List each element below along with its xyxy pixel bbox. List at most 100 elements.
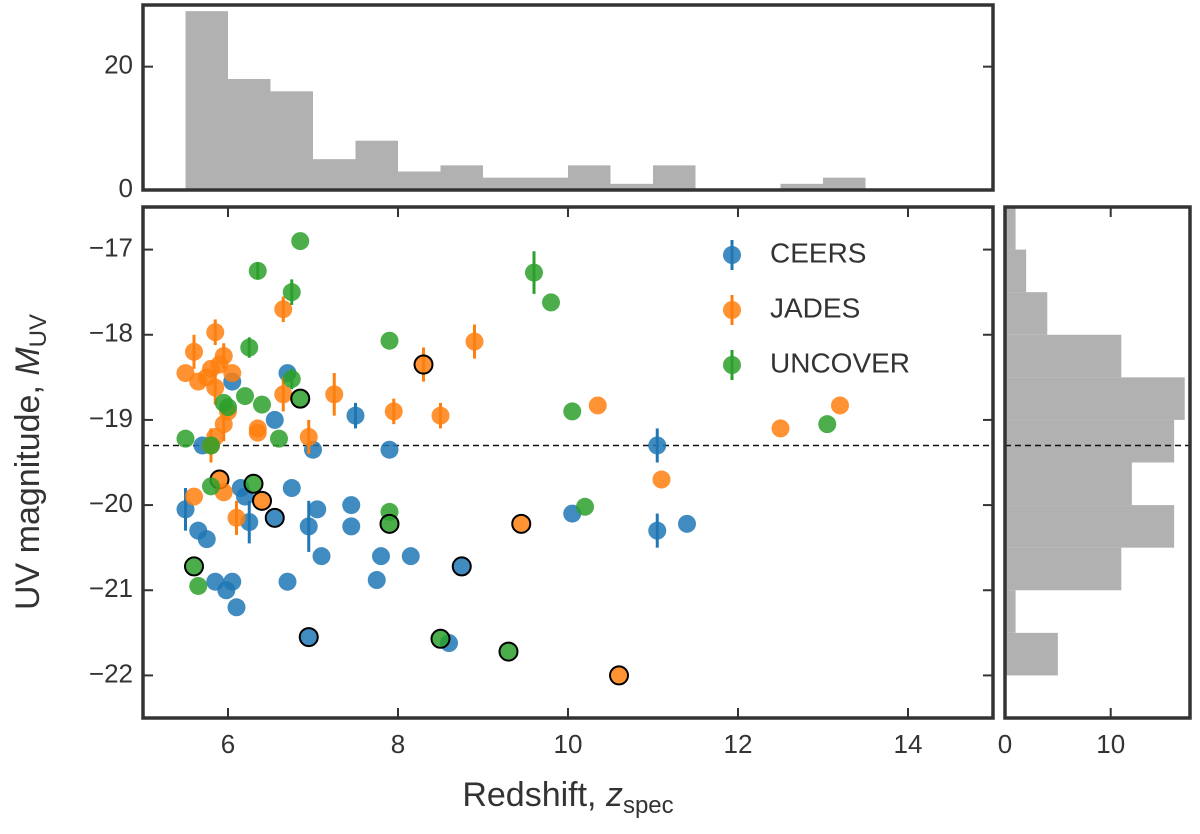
x-label-subscript: spec bbox=[623, 792, 674, 819]
point bbox=[652, 470, 671, 489]
point bbox=[384, 402, 403, 421]
histogram-bar bbox=[653, 165, 696, 190]
point bbox=[525, 263, 543, 282]
histogram-bar bbox=[525, 177, 568, 190]
x-label-symbol: z bbox=[605, 776, 623, 814]
point bbox=[282, 283, 301, 302]
point bbox=[312, 547, 331, 566]
legend-label: UNCOVER bbox=[770, 347, 910, 378]
y-tick-label: −18 bbox=[89, 318, 133, 348]
point bbox=[253, 395, 271, 414]
point bbox=[346, 406, 365, 425]
point bbox=[367, 571, 386, 590]
point bbox=[678, 514, 696, 533]
point bbox=[431, 406, 450, 425]
axes-frame bbox=[1003, 205, 1192, 720]
point bbox=[511, 513, 532, 534]
point bbox=[282, 370, 301, 389]
point bbox=[185, 342, 203, 361]
histogram-bar bbox=[398, 171, 441, 190]
point bbox=[498, 641, 519, 662]
y-label-text: UV magnitude, bbox=[9, 376, 47, 610]
point bbox=[380, 440, 399, 459]
histogram-bar bbox=[1005, 207, 1016, 250]
histogram-bar bbox=[1005, 249, 1027, 293]
y-label-subscript: UV bbox=[25, 314, 52, 347]
point bbox=[451, 556, 472, 577]
point bbox=[248, 261, 267, 280]
point bbox=[206, 378, 225, 397]
point bbox=[214, 347, 233, 366]
histogram-bar bbox=[1005, 632, 1058, 676]
point bbox=[223, 572, 242, 591]
point bbox=[771, 419, 790, 438]
point bbox=[189, 576, 208, 595]
point bbox=[248, 423, 267, 442]
point bbox=[176, 500, 195, 519]
y-tick-label: 0 bbox=[119, 173, 133, 203]
point bbox=[206, 323, 225, 342]
x-tick-label: 10 bbox=[1096, 729, 1125, 759]
point bbox=[197, 530, 216, 549]
histogram-bar bbox=[1005, 292, 1048, 335]
point bbox=[236, 387, 254, 406]
point bbox=[274, 300, 293, 319]
histogram-bar bbox=[355, 140, 398, 190]
point bbox=[227, 598, 246, 617]
histogram-bar bbox=[610, 183, 653, 190]
point bbox=[325, 385, 344, 404]
y-tick-label: −21 bbox=[89, 573, 133, 603]
histogram-bar bbox=[1005, 505, 1175, 548]
point bbox=[576, 497, 594, 516]
x-tick-label: 8 bbox=[391, 729, 405, 759]
point bbox=[379, 513, 400, 534]
histogram-bar bbox=[185, 11, 228, 190]
histogram-bar bbox=[780, 183, 823, 190]
point bbox=[176, 364, 195, 383]
y-tick-label: −22 bbox=[89, 658, 133, 688]
point bbox=[299, 427, 318, 446]
legend-label: CEERS bbox=[770, 237, 866, 268]
point bbox=[648, 436, 667, 455]
histogram-bar bbox=[823, 177, 866, 190]
point bbox=[278, 572, 297, 591]
point bbox=[291, 232, 310, 251]
x-tick-label: 6 bbox=[221, 729, 235, 759]
point bbox=[308, 500, 327, 519]
legend-label: JADES bbox=[770, 292, 860, 323]
point bbox=[282, 479, 301, 498]
point bbox=[542, 293, 560, 312]
point bbox=[401, 547, 420, 566]
point bbox=[413, 354, 434, 375]
x-tick-label: 12 bbox=[724, 729, 753, 759]
point bbox=[243, 473, 264, 494]
point bbox=[342, 517, 361, 536]
point bbox=[588, 396, 607, 415]
y-tick-label: 20 bbox=[104, 50, 133, 80]
point bbox=[380, 331, 399, 350]
histogram-bar bbox=[1005, 547, 1122, 591]
histogram-bar bbox=[1005, 377, 1185, 420]
x-tick-label: 0 bbox=[998, 729, 1012, 759]
y-tick-label: −19 bbox=[89, 403, 133, 433]
point bbox=[240, 338, 259, 357]
y-axis-label: UV magnitude, MUV bbox=[9, 314, 52, 610]
point bbox=[372, 547, 390, 566]
x-label-text: Redshift, bbox=[462, 776, 606, 814]
histogram-bar bbox=[483, 177, 526, 190]
point bbox=[202, 477, 220, 496]
axes-frame bbox=[141, 3, 995, 192]
axes-frame bbox=[141, 205, 995, 720]
point bbox=[563, 402, 582, 421]
point bbox=[298, 627, 319, 648]
point bbox=[299, 517, 318, 536]
point bbox=[176, 429, 195, 448]
point bbox=[270, 429, 288, 448]
point bbox=[223, 364, 242, 383]
point bbox=[184, 556, 204, 577]
y-tick-label: −20 bbox=[89, 488, 133, 518]
histogram-bar bbox=[440, 165, 483, 190]
histogram-bar bbox=[313, 159, 356, 190]
x-tick-label: 14 bbox=[894, 729, 923, 759]
